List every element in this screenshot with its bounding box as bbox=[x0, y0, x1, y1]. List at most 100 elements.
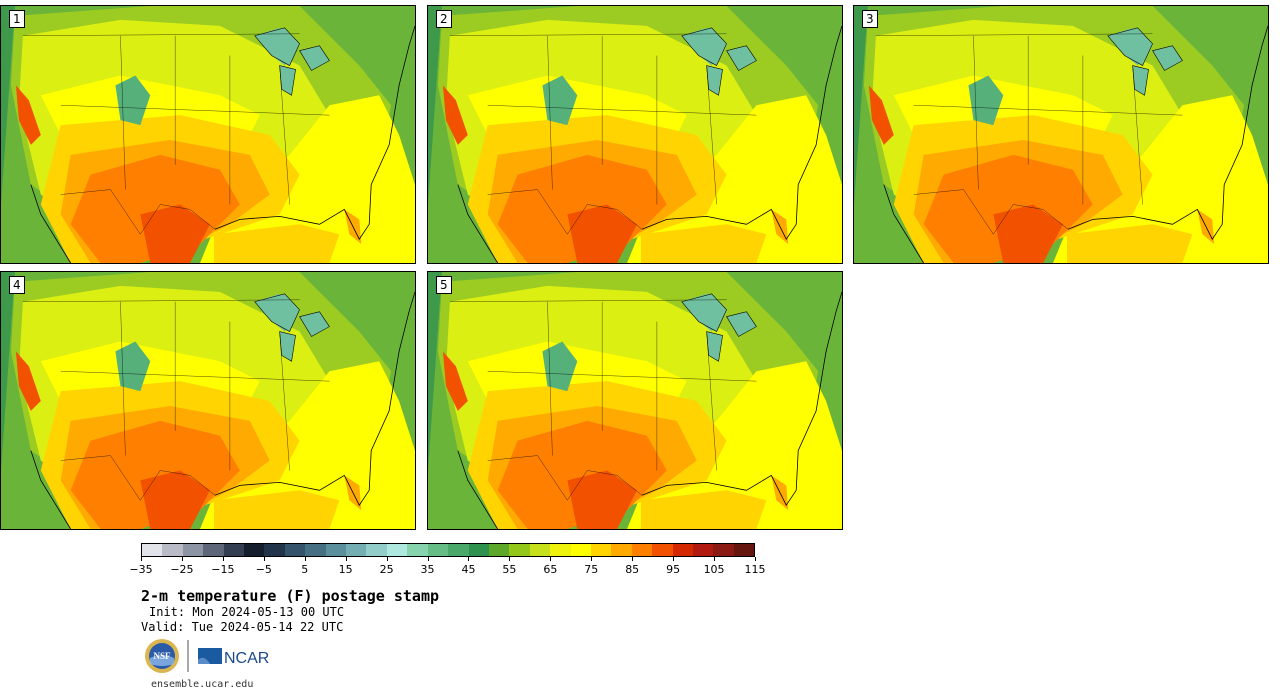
panel-label: 4 bbox=[9, 276, 25, 294]
colorbar-tick-label: 15 bbox=[338, 563, 353, 576]
colorbar-tick bbox=[632, 557, 634, 561]
colorbar-ticks: −35 −25 −15 −5 5 15 25 35 45 55 65 75 85 95 105 115 bbox=[129, 557, 766, 577]
nsf-logo-text: NSF bbox=[153, 651, 171, 661]
colorbar-swatch bbox=[244, 544, 265, 556]
colorbar-tick bbox=[386, 557, 388, 561]
temperature-map bbox=[428, 272, 842, 529]
temperature-region bbox=[140, 470, 210, 529]
temperature-map bbox=[854, 6, 1268, 263]
colorbar-tick bbox=[427, 557, 429, 561]
temperature-region bbox=[442, 85, 468, 145]
temperature-region bbox=[1066, 224, 1193, 263]
logos: NSF NCAR bbox=[145, 639, 269, 673]
coastline bbox=[30, 291, 415, 529]
temperature-region bbox=[640, 224, 767, 263]
colorbar-tick-label: 65 bbox=[543, 563, 558, 576]
temperature-region bbox=[115, 341, 151, 392]
plot-title: 2-m temperature (F) postage stamp bbox=[141, 587, 440, 605]
colorbar-tick-label: −15 bbox=[211, 563, 235, 576]
colorbar-tick-label: 95 bbox=[666, 563, 681, 576]
colorbar-tick bbox=[550, 557, 552, 561]
colorbar-tick bbox=[468, 557, 470, 561]
map-panel-1: 1 bbox=[0, 5, 416, 264]
colorbar-swatch bbox=[407, 544, 428, 556]
temperature-region bbox=[15, 85, 41, 145]
temperature-region bbox=[140, 204, 210, 263]
footer-url: ensemble.ucar.edu bbox=[151, 679, 254, 690]
temperature-region bbox=[868, 85, 894, 145]
colorbar-tick bbox=[345, 557, 347, 561]
colorbar-swatch bbox=[631, 544, 653, 556]
colorbar-tick bbox=[714, 557, 716, 561]
panel-label: 5 bbox=[436, 276, 452, 294]
colorbar-swatch bbox=[264, 544, 285, 556]
temperature-region bbox=[640, 490, 767, 529]
colorbar-tick-label: −5 bbox=[255, 563, 272, 576]
colorbar-swatch bbox=[142, 544, 163, 556]
colorbar-tick-label: 105 bbox=[703, 563, 725, 576]
colorbar-tick-label: 55 bbox=[502, 563, 517, 576]
colorbar-swatch bbox=[468, 544, 489, 556]
colorbar-swatch bbox=[570, 544, 591, 556]
coastline bbox=[30, 25, 415, 263]
ncar-logo-text: NCAR bbox=[224, 650, 269, 667]
temperature-region bbox=[213, 224, 340, 263]
colorbar-swatch bbox=[182, 544, 204, 556]
colorbar-tick-label: −25 bbox=[170, 563, 194, 576]
colorbar-tick bbox=[141, 557, 142, 561]
map-panel-2: 2 bbox=[427, 5, 843, 264]
temperature-region bbox=[542, 75, 578, 126]
colorbar-tick-label: 75 bbox=[584, 563, 599, 576]
colorbar bbox=[141, 543, 755, 557]
state-borders bbox=[449, 299, 757, 501]
temperature-map bbox=[1, 6, 415, 263]
colorbar-swatch bbox=[366, 544, 387, 556]
colorbar-tick bbox=[509, 557, 511, 561]
temperature-region bbox=[968, 75, 1004, 126]
colorbar-swatch bbox=[692, 544, 714, 556]
temperature-region bbox=[542, 341, 578, 392]
colorbar-swatch bbox=[223, 544, 245, 556]
colorbar-tick-label: 115 bbox=[744, 563, 766, 576]
state-borders bbox=[875, 33, 1183, 235]
colorbar-swatch bbox=[488, 544, 510, 556]
colorbar-tick-label: 35 bbox=[420, 563, 435, 576]
state-borders bbox=[22, 33, 330, 235]
colorbar-swatch bbox=[611, 544, 632, 556]
colorbar-swatch bbox=[162, 544, 183, 556]
colorbar-swatch bbox=[550, 544, 571, 556]
temperature-region bbox=[567, 470, 637, 529]
colorbar-swatch bbox=[203, 544, 224, 556]
colorbar-swatch bbox=[672, 544, 693, 556]
colorbar-swatch bbox=[590, 544, 612, 556]
nsf-logo-icon: NSF bbox=[145, 639, 179, 673]
colorbar-swatch bbox=[529, 544, 551, 556]
coastline bbox=[457, 291, 842, 529]
colorbar-tick-label: 25 bbox=[379, 563, 394, 576]
colorbar-tick bbox=[181, 557, 183, 561]
panel-label: 1 bbox=[9, 10, 25, 28]
colorbar-tick bbox=[222, 557, 224, 561]
state-borders bbox=[22, 299, 330, 501]
colorbar-tick bbox=[304, 557, 306, 561]
colorbar-tick-label: 45 bbox=[461, 563, 476, 576]
colorbar-tick-label: 5 bbox=[301, 563, 309, 576]
colorbar-tick-label: −35 bbox=[129, 563, 153, 576]
map-panel-4: 4 bbox=[0, 271, 416, 530]
colorbar-swatch bbox=[427, 544, 449, 556]
colorbar-swatch bbox=[733, 544, 755, 556]
colorbar-tick bbox=[755, 557, 756, 561]
coastline bbox=[883, 25, 1268, 263]
temperature-map bbox=[428, 6, 842, 263]
temperature-region bbox=[213, 490, 340, 529]
colorbar-tick-label: 85 bbox=[625, 563, 640, 576]
temperature-map bbox=[1, 272, 415, 529]
colorbar-swatch bbox=[325, 544, 347, 556]
coastline bbox=[457, 25, 842, 263]
init-time: Init: Mon 2024-05-13 00 UTC bbox=[149, 605, 345, 619]
colorbar-swatch bbox=[284, 544, 306, 556]
colorbar-swatch bbox=[448, 544, 469, 556]
temperature-region bbox=[993, 204, 1063, 263]
colorbar-tick bbox=[673, 557, 675, 561]
temperature-region bbox=[442, 351, 468, 411]
